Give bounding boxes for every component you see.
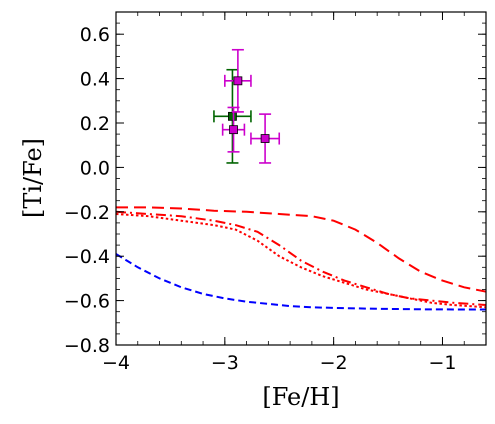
- series-line-2: [116, 210, 486, 306]
- points-layer: [213, 48, 281, 164]
- y-tick-label: 0.0: [80, 157, 110, 179]
- series-line-1: [116, 206, 486, 293]
- x-tick-label: −4: [102, 352, 130, 374]
- x-tick-label: −3: [211, 352, 239, 374]
- series-line-4: [116, 253, 486, 311]
- y-tick-label: 0.4: [80, 69, 110, 91]
- data-point-3: [221, 106, 246, 153]
- point-marker: [229, 125, 238, 135]
- y-tick-label: −0.2: [64, 202, 110, 224]
- x-axis: −4 −3 −2 −1: [102, 12, 487, 374]
- x-tick-label: −2: [320, 352, 348, 374]
- data-point-4: [250, 113, 281, 164]
- series-line-3: [116, 213, 486, 309]
- x-axis-label: [Fe/H]: [262, 383, 339, 411]
- series-layer: [116, 206, 486, 311]
- y-tick-label: 0.6: [80, 24, 110, 46]
- y-tick-label: 0.2: [80, 113, 110, 135]
- point-marker: [228, 111, 237, 121]
- y-tick-label: −0.6: [64, 291, 110, 313]
- point-marker: [260, 134, 270, 143]
- y-axis: 0.6 0.4 0.2 0.0 −0.2 −0.4 −0.6 −0.8: [64, 11, 486, 357]
- point-marker: [233, 76, 243, 86]
- y-tick-label: −0.4: [64, 246, 110, 268]
- y-tick-label: −0.8: [64, 335, 110, 357]
- y-axis-label: [Ti/Fe]: [19, 138, 47, 218]
- x-tick-label: −1: [428, 352, 456, 374]
